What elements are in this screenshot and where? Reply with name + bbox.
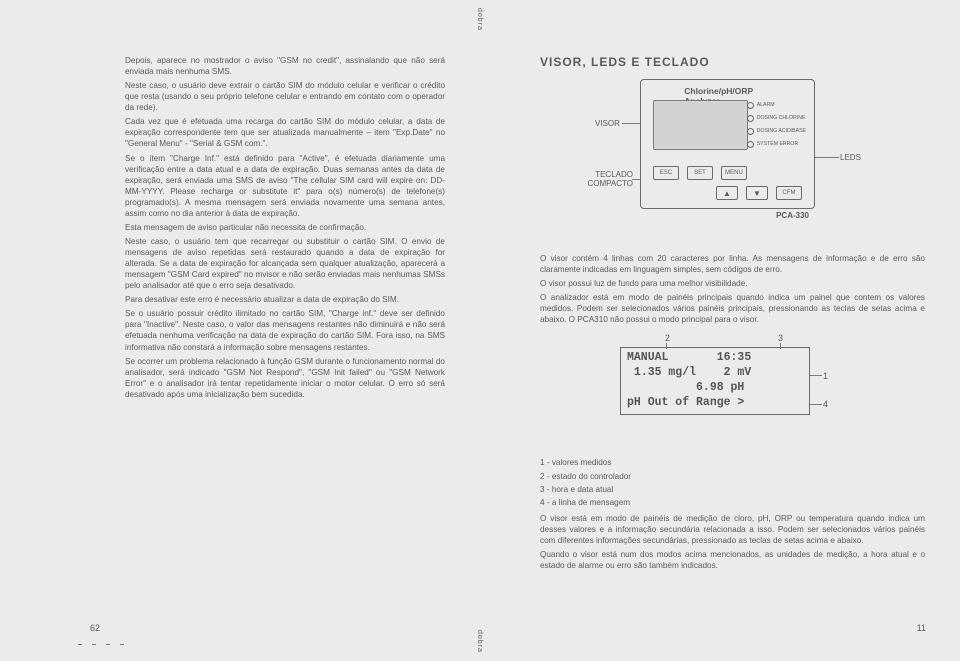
legend-item: 1 - valores medidos: [540, 456, 925, 469]
callout-leds: LEDS: [840, 153, 861, 162]
legend-item: 3 - hora e data atual: [540, 483, 925, 496]
leader-line: [810, 375, 822, 376]
para: Se o item "Charge Inf." está definido pa…: [125, 153, 445, 219]
down-button[interactable]: ▼: [746, 186, 768, 200]
page: dobra dobra Depois, aparece no mostrador…: [0, 0, 960, 661]
leader-line: [815, 157, 839, 158]
led-row: SYSTEM ERROR: [747, 141, 806, 148]
page-number-right: 11: [917, 623, 926, 633]
para: Cada vez que é efetuada uma recarga do c…: [125, 116, 445, 149]
section-title: VISOR, LEDS E TECLADO: [540, 55, 925, 69]
para: Se ocorrer um problema relacionado à fun…: [125, 356, 445, 400]
para: Quando o visor está num dos modos acima …: [540, 549, 925, 571]
legend-item: 2 - estado do controlador: [540, 470, 925, 483]
callout-visor: VISOR: [595, 119, 620, 128]
page-number-left: 62: [90, 623, 100, 633]
marker-1: 1: [823, 371, 828, 381]
led-label: ALARM: [757, 103, 775, 108]
up-button[interactable]: ▲: [716, 186, 738, 200]
legend-item: 4 - a linha de mensagem: [540, 496, 925, 509]
para: O analizador está em modo de painéis pri…: [540, 292, 925, 325]
display-legend: 1 - valores medidos 2 - estado do contro…: [540, 456, 925, 509]
menu-button[interactable]: MENU: [721, 166, 747, 180]
left-column: Depois, aparece no mostrador o aviso "GS…: [125, 55, 445, 403]
led-label: SYSTEM ERROR: [757, 142, 799, 147]
para: Neste caso, o usuário tem que recarregar…: [125, 236, 445, 291]
marker-4: 4: [823, 399, 828, 409]
marker-3: 3: [778, 333, 783, 343]
para: O visor contém 4 linhas com 20 caractere…: [540, 253, 925, 275]
led-row: DOSING CHLORINE: [747, 115, 806, 122]
fold-marker-top: dobra: [476, 8, 483, 31]
button-row: ESC SET MENU: [653, 166, 747, 180]
para: Esta mensagem de aviso particular não ne…: [125, 222, 445, 233]
crop-mark: [78, 644, 82, 645]
display-line: pH Out of Range >: [627, 396, 803, 411]
text-block-a: O visor contém 4 linhas com 20 caractere…: [540, 253, 925, 325]
leader-line: [632, 179, 640, 180]
led-row: ALARM: [747, 102, 806, 109]
led-stack: ALARM DOSING CHLORINE DOSING ACID/BASE S…: [747, 102, 806, 148]
para: Neste caso, o usuário deve extrair o car…: [125, 80, 445, 113]
lcd-display: MANUAL 16:35 1.35 mg/l 2 mV 6.98 pH pH O…: [620, 347, 810, 415]
display-line: 1.35 mg/l 2 mV: [627, 366, 803, 381]
para: O visor possui luz de fundo para uma mel…: [540, 278, 925, 289]
fold-marker-bottom: dobra: [476, 630, 483, 653]
text-block-b: O visor está em modo de painéis de mediç…: [540, 513, 925, 571]
marker-2: 2: [665, 333, 670, 343]
led-icon: [747, 141, 754, 148]
device-panel: Chlorine/pH/ORP Analyzer ALARM DOSING CH…: [640, 79, 815, 209]
crop-mark: [92, 644, 96, 645]
para: O visor está em modo de painéis de mediç…: [540, 513, 925, 546]
esc-button[interactable]: ESC: [653, 166, 679, 180]
display-line: MANUAL 16:35: [627, 351, 803, 366]
crop-mark: [120, 644, 124, 645]
led-label: DOSING CHLORINE: [757, 116, 806, 121]
device-illustration: VISOR TECLADO COMPACTO LEDS Chlorine/pH/…: [540, 79, 925, 239]
display-illustration: 2 3 1 4 MANUAL 16:35 1.35 mg/l 2 mV 6.98…: [540, 337, 925, 452]
right-column: VISOR, LEDS E TECLADO VISOR TECLADO COMP…: [540, 55, 925, 574]
led-icon: [747, 128, 754, 135]
para: Para desativar este erro é necessário at…: [125, 294, 445, 305]
crop-mark: [106, 644, 110, 645]
display-line: 6.98 pH: [627, 381, 803, 396]
leader-line: [810, 404, 822, 405]
led-row: DOSING ACID/BASE: [747, 128, 806, 135]
para: Se o usuário possuir crédito ilimitado n…: [125, 308, 445, 352]
leader-line: [622, 123, 640, 124]
device-model: PCA-330: [640, 211, 815, 220]
button-row-2: ▲ ▼ CFM: [716, 186, 802, 200]
set-button[interactable]: SET: [687, 166, 713, 180]
callout-teclado: TECLADO COMPACTO: [578, 171, 633, 189]
led-icon: [747, 115, 754, 122]
para: Depois, aparece no mostrador o aviso "GS…: [125, 55, 445, 77]
led-icon: [747, 102, 754, 109]
device-screen: [653, 100, 748, 150]
cfm-button[interactable]: CFM: [776, 186, 802, 200]
led-label: DOSING ACID/BASE: [757, 129, 806, 134]
